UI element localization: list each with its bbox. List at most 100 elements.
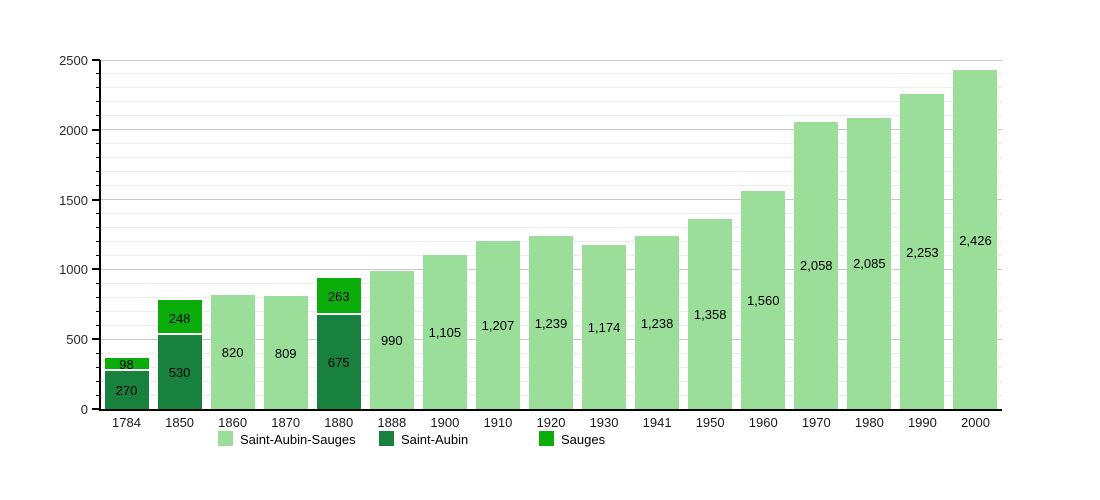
x-tick-label: 2000 — [961, 415, 990, 430]
minor-gridline — [100, 171, 1002, 173]
bar-segment-1880 — [316, 278, 361, 315]
y-tick-label: 2000 — [59, 122, 88, 138]
bar-value-label: 1,105 — [428, 324, 462, 340]
bar-segment-1888 — [369, 270, 414, 409]
x-tick-label: 1910 — [483, 415, 513, 430]
bar-segment-1941 — [635, 236, 680, 409]
bar-value-label: 820 — [221, 344, 244, 360]
y-minor-tick — [96, 157, 100, 159]
legend-label-sauges: Sauges — [561, 432, 606, 447]
legend-swatch-sauges — [539, 431, 554, 446]
bar-segment-1850 — [157, 300, 202, 335]
bar-segment-1900 — [422, 254, 467, 409]
y-tick-label: 2500 — [59, 53, 88, 68]
bar-segment-1784 — [104, 371, 149, 409]
y-minor-tick — [96, 87, 100, 89]
bar-segment-1870 — [263, 296, 308, 409]
y-tick-label: 500 — [66, 332, 88, 348]
bar-value-label: 1,174 — [587, 320, 621, 336]
bar-value-label: 1,358 — [693, 307, 727, 323]
y-minor-tick — [96, 366, 100, 368]
y-minor-tick — [96, 227, 100, 229]
bar-value-label: 1,238 — [640, 315, 674, 331]
bar-value-label: 990 — [380, 332, 403, 348]
x-tick-label: 1970 — [801, 415, 831, 430]
y-tick-label: 1000 — [59, 262, 88, 278]
bar-value-label: 1,207 — [481, 317, 515, 333]
x-tick-label: 1980 — [854, 415, 884, 430]
y-major-tick — [92, 198, 100, 201]
bar-value-label: 2,426 — [959, 232, 992, 248]
bar-value-label: 530 — [168, 365, 191, 380]
y-minor-tick — [96, 213, 100, 215]
y-tick-label: 1500 — [59, 192, 88, 208]
y-minor-tick — [96, 296, 100, 298]
legend-label-saint-aubin-sauges: Saint-Aubin-Sauges — [240, 432, 356, 447]
major-gridline — [100, 129, 1002, 131]
y-minor-tick — [96, 185, 100, 187]
bar-segment-1950 — [688, 219, 733, 409]
bar-segment-1880 — [316, 314, 361, 409]
x-tick-label: 1860 — [218, 415, 248, 430]
minor-gridline — [100, 213, 1002, 215]
bar-value-label: 1,239 — [534, 315, 568, 331]
major-gridline — [100, 199, 1002, 201]
y-major-tick — [92, 408, 100, 410]
x-tick-label: 1990 — [907, 415, 937, 430]
bar-segment-1850 — [157, 335, 202, 409]
bar-value-label: 98 — [119, 357, 134, 373]
bar-value-label: 2,058 — [800, 258, 833, 274]
bar-value-label: 675 — [327, 354, 350, 370]
y-minor-tick — [96, 282, 100, 284]
bar-segment-1930 — [582, 245, 627, 409]
y-minor-tick — [96, 101, 100, 103]
x-tick-label: 1960 — [748, 415, 778, 430]
minor-gridline — [100, 115, 1002, 117]
y-minor-tick — [96, 115, 100, 117]
y-minor-tick — [96, 380, 100, 382]
y-minor-tick — [96, 324, 100, 326]
bar-segment-1980 — [847, 117, 892, 409]
x-tick-label: 1900 — [430, 415, 460, 430]
x-tick-label: 1950 — [695, 415, 725, 430]
bar-value-label: 270 — [115, 383, 138, 399]
legend-swatch-saint-aubin — [379, 431, 394, 446]
y-major-tick — [92, 128, 100, 131]
y-minor-tick — [96, 352, 100, 354]
y-minor-tick — [96, 254, 100, 256]
minor-gridline — [100, 157, 1002, 159]
x-axis — [99, 409, 1002, 411]
x-tick-label: 1920 — [536, 415, 566, 430]
bar-segment-1970 — [794, 121, 839, 409]
bar-segment-1920 — [529, 236, 573, 409]
y-minor-tick — [96, 310, 100, 312]
bar-segment-1784 — [104, 357, 149, 372]
x-tick-label: 1888 — [377, 415, 407, 430]
minor-gridline — [100, 185, 1002, 187]
x-tick-label: 1850 — [165, 415, 195, 430]
bar-value-label: 248 — [168, 310, 191, 326]
x-tick-label: 1880 — [324, 415, 354, 430]
y-major-tick — [92, 268, 100, 271]
y-minor-tick — [96, 240, 100, 242]
y-minor-tick — [96, 394, 100, 396]
legend-swatch-saint-aubin-sauges — [218, 431, 233, 446]
y-axis — [99, 60, 101, 409]
minor-gridline — [100, 143, 1002, 145]
y-minor-tick — [96, 143, 100, 145]
bar-segment-1990 — [900, 94, 945, 409]
minor-gridline — [100, 87, 1002, 89]
bar-value-label: 2,253 — [906, 244, 939, 260]
bar-segment-1960 — [741, 191, 786, 409]
y-tick-label: 0 — [80, 402, 88, 417]
bar-segment-2000 — [953, 70, 998, 409]
y-minor-tick — [96, 73, 100, 75]
x-tick-label: 1870 — [271, 415, 301, 430]
bar-segment-1860 — [210, 294, 255, 409]
x-tick-label: 1941 — [642, 415, 672, 430]
minor-gridline — [100, 227, 1002, 229]
y-major-tick — [92, 338, 100, 341]
bar-segment-1910 — [475, 240, 520, 409]
bar-value-label: 2,085 — [853, 256, 886, 272]
